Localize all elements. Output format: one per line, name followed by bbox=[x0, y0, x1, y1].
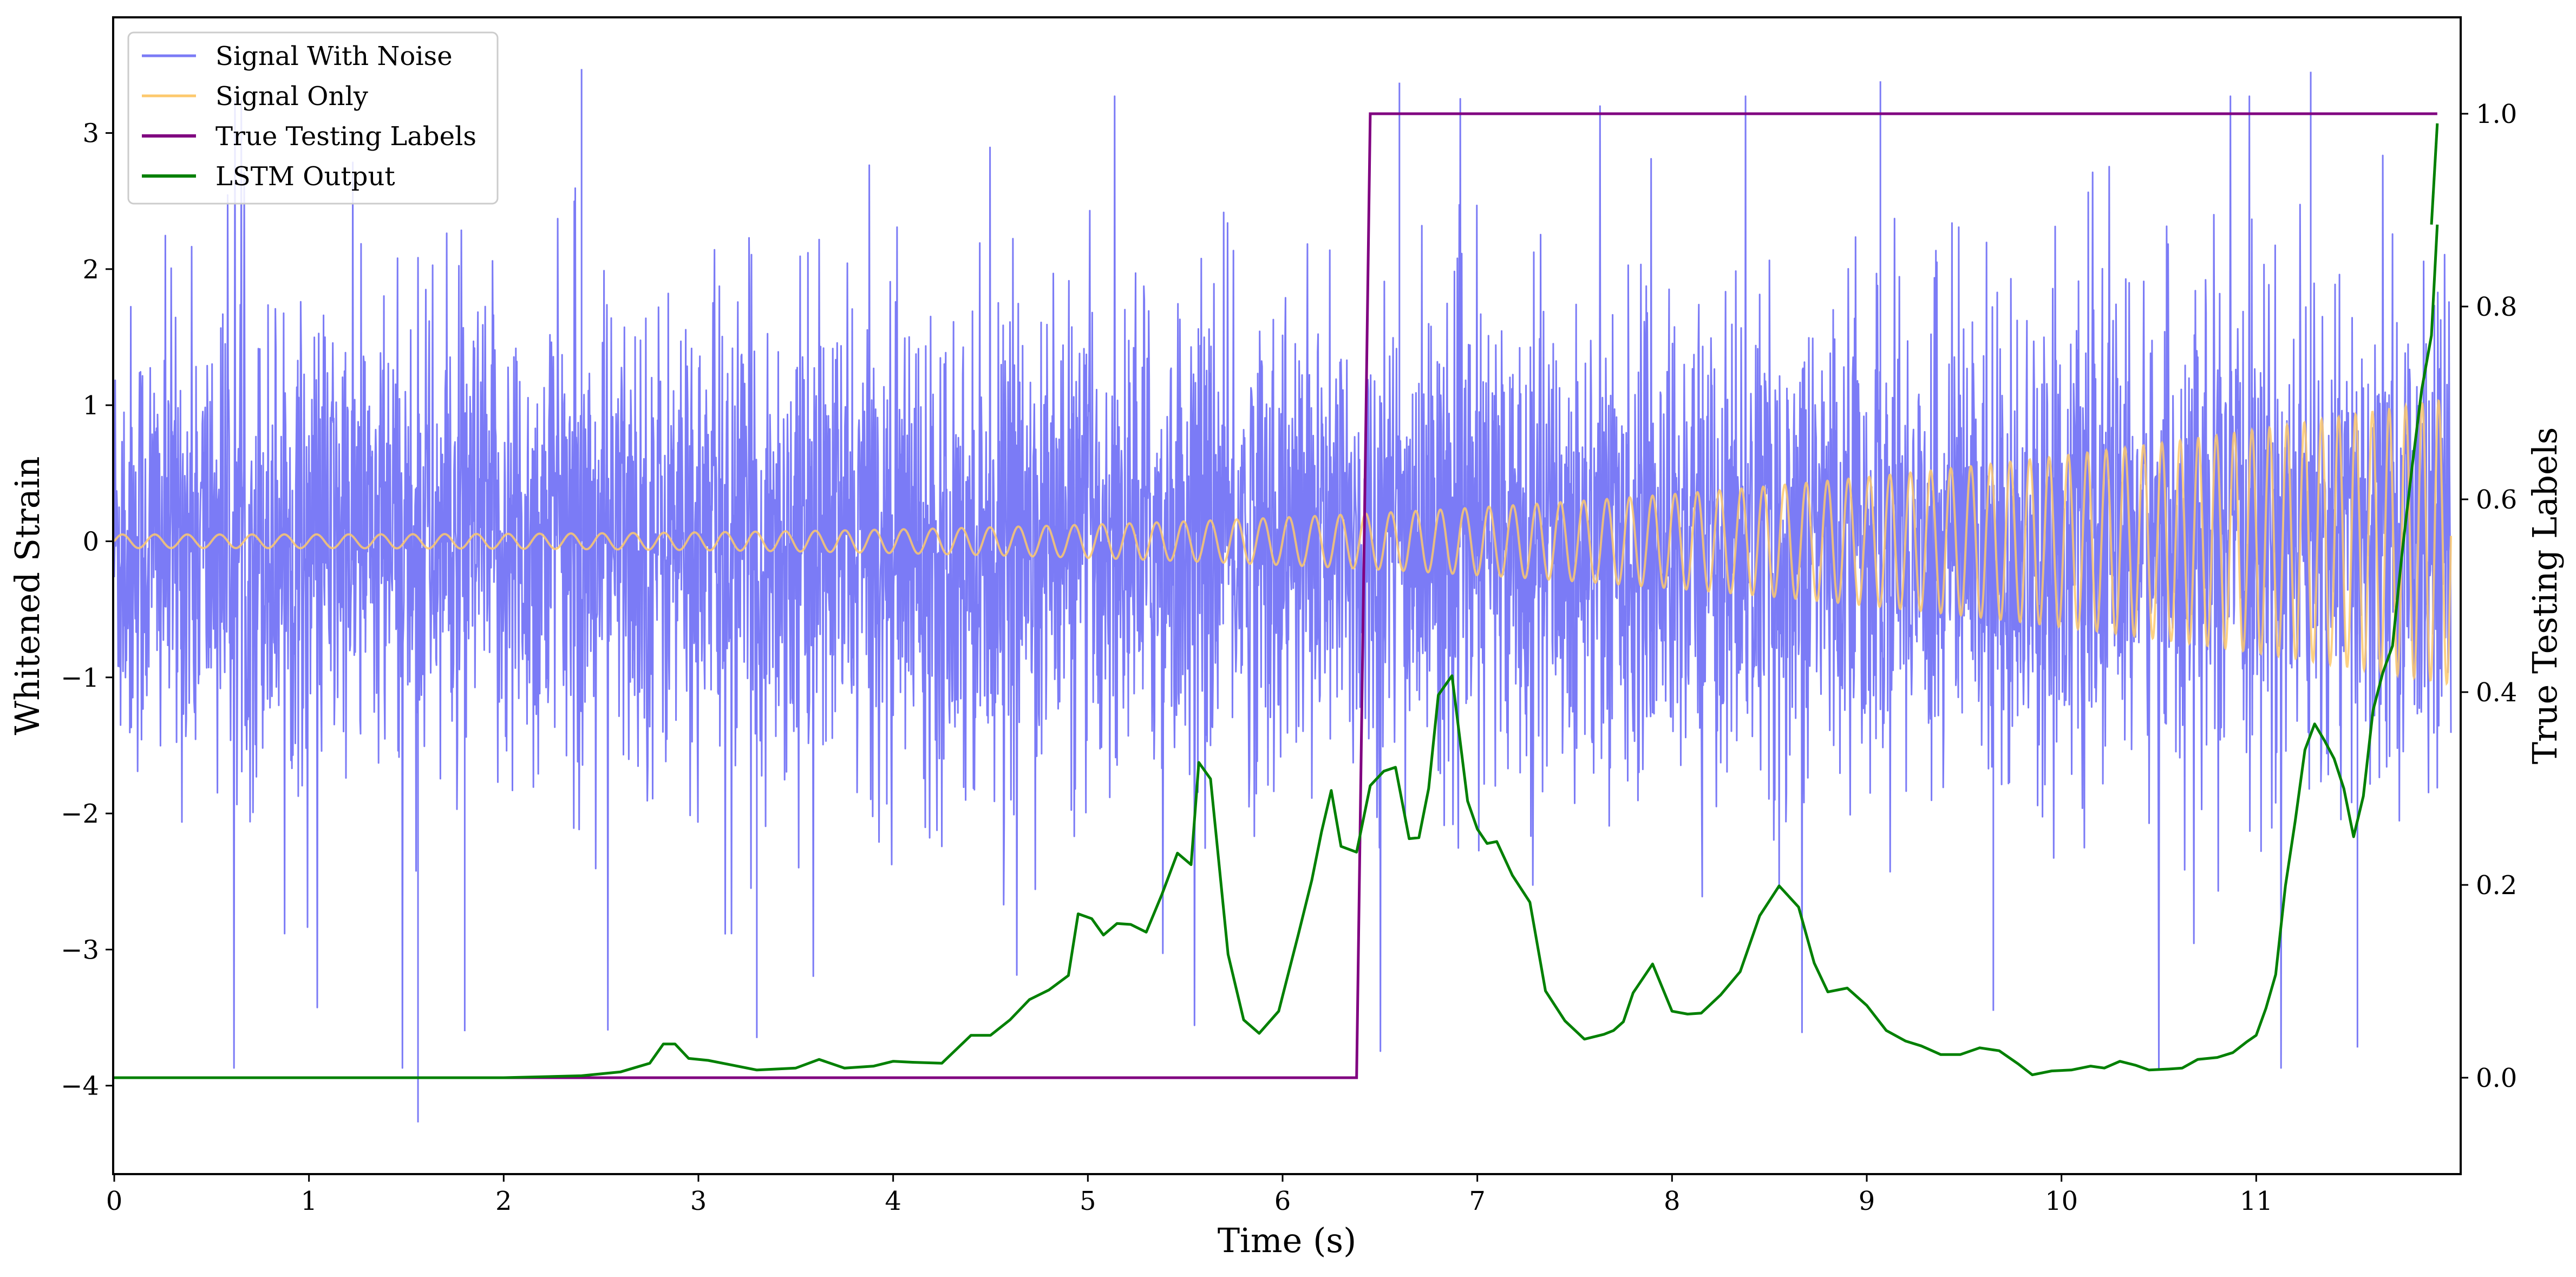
x-tick-label-2: 2 bbox=[495, 1186, 512, 1216]
x-tick-label-10: 10 bbox=[2045, 1186, 2078, 1216]
x-tick-label-0: 0 bbox=[106, 1186, 123, 1216]
y-tick-label-3: 3 bbox=[82, 119, 99, 149]
x-tick-label-4: 4 bbox=[885, 1186, 901, 1216]
y-axis-label: Whitened Strain bbox=[8, 457, 47, 735]
x-tick-label-7: 7 bbox=[1469, 1186, 1486, 1216]
x-tick-label-6: 6 bbox=[1274, 1186, 1291, 1216]
y-right-tick-label-0: 0.0 bbox=[2476, 1063, 2517, 1093]
x-tick-label-3: 3 bbox=[690, 1186, 707, 1216]
legend-label-true-testing-labels: True Testing Labels bbox=[215, 121, 476, 152]
true-testing-labels-line bbox=[114, 112, 2437, 1079]
lstm-output-line bbox=[114, 224, 2439, 1079]
y-axis-right-label: True Testing Labels bbox=[2525, 427, 2565, 765]
x-tick-label-8: 8 bbox=[1664, 1186, 1681, 1216]
lstm-output-layer bbox=[114, 123, 2439, 1079]
y-tick-label-2: 2 bbox=[82, 255, 99, 285]
y-tick-label--4: −4 bbox=[61, 1071, 99, 1102]
legend-label-signal-with-noise: Signal With Noise bbox=[215, 41, 453, 71]
y-tick-label--2: −2 bbox=[61, 799, 99, 829]
lstm-output-line-end bbox=[2430, 123, 2439, 225]
y-tick-label--3: −3 bbox=[61, 935, 99, 965]
x-axis-label: Time (s) bbox=[1218, 1221, 1357, 1260]
y-right-tick-label-0.2: 0.2 bbox=[2476, 870, 2517, 901]
y-right-tick-label-1: 1.0 bbox=[2476, 99, 2517, 129]
signal-only-layer bbox=[113, 399, 2452, 686]
y-tick-label-1: 1 bbox=[82, 390, 99, 421]
x-tick-label-9: 9 bbox=[1859, 1186, 1875, 1216]
x-tick-label-5: 5 bbox=[1080, 1186, 1096, 1216]
y-right-tick-label-0.6: 0.6 bbox=[2476, 485, 2517, 515]
y-tick-label--1: −1 bbox=[61, 663, 99, 693]
x-tick-label-1: 1 bbox=[300, 1186, 317, 1216]
legend-label-lstm-output: LSTM Output bbox=[215, 161, 395, 192]
legend: Signal With Noise Signal Only True Testi… bbox=[127, 31, 499, 205]
y-right-tick-label-0.4: 0.4 bbox=[2476, 677, 2517, 708]
x-tick-label-11: 11 bbox=[2240, 1186, 2273, 1216]
signal-with-noise-line bbox=[113, 95, 2452, 1069]
true-testing-labels-layer bbox=[114, 112, 2437, 1079]
signal-with-noise-layer bbox=[113, 69, 2452, 1123]
y-tick-label-0: 0 bbox=[82, 526, 99, 557]
signal-only-line bbox=[113, 399, 2452, 686]
plot-frame bbox=[112, 16, 2462, 1175]
legend-box bbox=[127, 31, 499, 205]
y-right-tick-label-0.8: 0.8 bbox=[2476, 292, 2517, 322]
axes: 0 1 2 3 4 5 6 7 8 9 10 11 −4 −3 −2 −1 0 1 2 3 0.0 0.2 0.4 0.6 0.… bbox=[61, 99, 2517, 1216]
legend-label-signal-only: Signal Only bbox=[215, 81, 368, 112]
